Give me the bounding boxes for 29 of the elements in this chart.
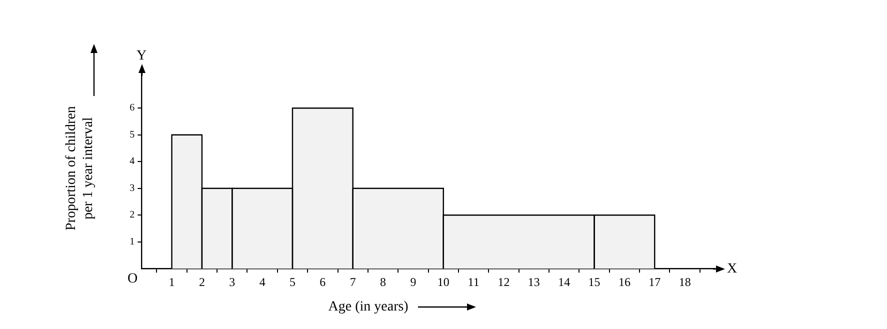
x-axis-title: Age (in years) xyxy=(328,300,409,315)
x-tick-label: 18 xyxy=(678,274,691,289)
y-axis-title: Proportion of children per 1 year interval xyxy=(64,106,96,231)
x-tick-label: 7 xyxy=(350,274,356,289)
x-tick-label: 6 xyxy=(320,274,326,289)
x-tick-label: 17 xyxy=(648,274,661,289)
y-tick-label: 1 xyxy=(130,236,135,248)
x-tick-label: 10 xyxy=(437,274,450,289)
x-tick-label: 14 xyxy=(558,274,570,289)
y-tick-label: 3 xyxy=(130,182,135,194)
x-tick-label: 15 xyxy=(588,274,600,289)
x-tick-label: 16 xyxy=(618,274,630,289)
y-tick-label: 6 xyxy=(130,102,135,114)
x-tick-label: 3 xyxy=(229,274,236,289)
y-tick-label: 4 xyxy=(130,156,135,168)
y-tick-label: 5 xyxy=(130,129,135,140)
text: O xyxy=(127,271,138,286)
x-tick-label: 12 xyxy=(498,274,510,289)
x-tick-label: 1 xyxy=(168,274,175,289)
text: X xyxy=(727,261,738,276)
x-tick-label: 2 xyxy=(198,274,205,289)
x-tick-label: 9 xyxy=(410,274,416,289)
x-tick-label: 4 xyxy=(259,274,266,289)
x-tick-label: 13 xyxy=(528,274,540,289)
y-tick-label: 2 xyxy=(130,210,135,221)
x-tick-label: 8 xyxy=(380,274,386,289)
x-tick-label: 5 xyxy=(289,274,296,289)
x-tick-label: 11 xyxy=(468,274,480,289)
text: Y xyxy=(136,48,147,64)
